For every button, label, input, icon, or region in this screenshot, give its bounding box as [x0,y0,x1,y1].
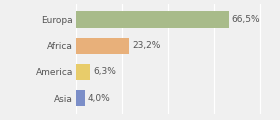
Bar [76,11,229,27]
Text: 6,3%: 6,3% [93,67,116,76]
Text: 66,5%: 66,5% [232,15,260,24]
Bar [76,38,129,54]
Text: 23,2%: 23,2% [132,41,160,50]
Bar [76,64,90,80]
Text: 4,0%: 4,0% [88,94,110,103]
Bar [76,90,85,106]
